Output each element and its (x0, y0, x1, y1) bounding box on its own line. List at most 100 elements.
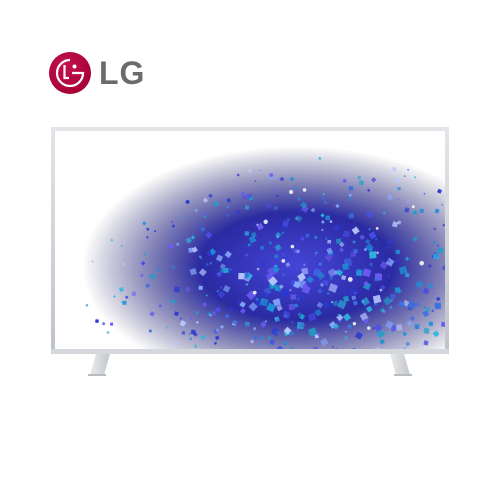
particle (200, 257, 203, 260)
particle (269, 172, 274, 178)
particle (301, 282, 309, 290)
particle (324, 253, 333, 262)
particle (349, 250, 354, 255)
particle (361, 297, 371, 307)
particle (348, 193, 352, 197)
particle (386, 245, 389, 249)
particle (260, 321, 267, 329)
sparkle (302, 188, 307, 192)
particle (185, 237, 192, 244)
particle (323, 200, 328, 205)
particle (329, 220, 333, 223)
particle (224, 313, 230, 319)
particle (238, 272, 245, 280)
particle (198, 268, 207, 277)
particle (209, 314, 212, 317)
particle (210, 310, 217, 317)
particle (158, 304, 163, 308)
particle (165, 326, 169, 330)
particle (197, 224, 200, 227)
particle (313, 253, 318, 257)
particle (428, 283, 433, 288)
particle (351, 226, 360, 235)
particle (339, 287, 342, 290)
particle (351, 295, 357, 300)
particle (406, 320, 413, 327)
particle (205, 294, 208, 297)
particle (153, 276, 156, 279)
particle (260, 336, 265, 341)
particle (293, 185, 298, 190)
particle (284, 314, 288, 318)
tv-stand-right (390, 354, 410, 375)
particle (307, 312, 317, 322)
particle (335, 203, 340, 209)
particle (299, 201, 308, 210)
particle (195, 320, 199, 324)
particle (327, 268, 337, 278)
particle (298, 313, 306, 320)
particle (431, 309, 435, 313)
particle (219, 286, 223, 289)
particle (224, 250, 232, 259)
particle (120, 244, 123, 247)
particle (348, 212, 355, 219)
particle (91, 260, 94, 263)
particle (110, 238, 114, 242)
particle (256, 223, 259, 226)
particle (85, 304, 89, 307)
particle (359, 234, 365, 240)
particle (156, 335, 159, 339)
particle (198, 255, 202, 259)
particle (403, 175, 406, 178)
particle (402, 346, 408, 349)
particle (326, 247, 333, 254)
particle (436, 252, 439, 255)
particle (189, 317, 193, 320)
particle (285, 262, 291, 268)
particle (298, 312, 302, 315)
lg-logo: LG (48, 51, 145, 95)
particle (382, 310, 386, 314)
particle (296, 328, 299, 331)
particle (320, 220, 325, 224)
tv-bottom-bar (51, 349, 449, 354)
particle (289, 176, 295, 182)
particle (423, 327, 430, 334)
particle (229, 269, 234, 274)
particle (201, 335, 206, 340)
particle (253, 327, 257, 331)
particle (244, 231, 250, 236)
particle (268, 276, 278, 286)
particle (416, 302, 421, 307)
particle (266, 203, 273, 210)
particle (296, 196, 302, 202)
screen-particles (85, 156, 445, 349)
particle (157, 267, 162, 272)
particle (242, 195, 248, 200)
particle (280, 231, 285, 235)
particle (322, 279, 329, 286)
particle (214, 335, 220, 341)
particle (332, 300, 339, 307)
particle (337, 284, 340, 287)
particle (366, 188, 371, 192)
particle (313, 235, 318, 240)
particle (374, 346, 382, 349)
particle (172, 224, 175, 228)
particle (171, 220, 174, 223)
particle (387, 259, 391, 263)
particle (294, 294, 297, 297)
particle (412, 210, 417, 215)
particle (299, 236, 305, 242)
particle (436, 296, 441, 302)
particle (215, 328, 219, 333)
particle (272, 298, 281, 307)
particle (227, 259, 231, 264)
particle (394, 259, 399, 264)
particle (409, 315, 415, 322)
particle (215, 254, 224, 262)
particle (286, 218, 290, 221)
particle (101, 321, 106, 326)
